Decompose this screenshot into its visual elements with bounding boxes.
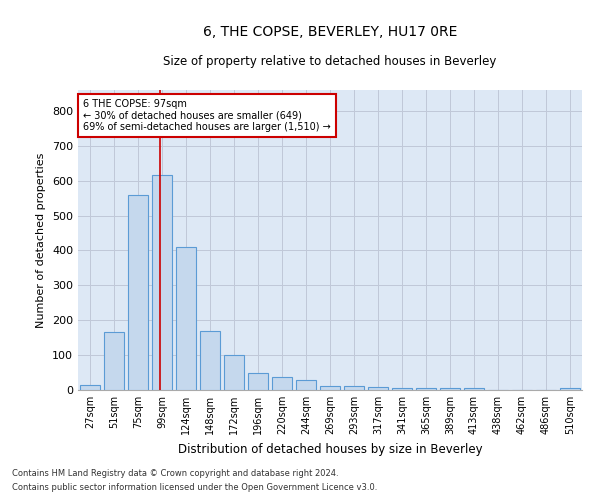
Bar [392,388,412,390]
Bar [176,247,196,390]
Text: 6 THE COPSE: 97sqm
← 30% of detached houses are smaller (649)
69% of semi-detach: 6 THE COPSE: 97sqm ← 30% of detached hou… [83,99,331,132]
Bar [320,386,340,390]
Y-axis label: Number of detached properties: Number of detached properties [37,152,46,328]
Text: Contains HM Land Registry data © Crown copyright and database right 2024.: Contains HM Land Registry data © Crown c… [12,468,338,477]
Bar [248,372,268,390]
Bar [464,388,484,390]
X-axis label: Distribution of detached houses by size in Beverley: Distribution of detached houses by size … [178,442,482,456]
Text: 6, THE COPSE, BEVERLEY, HU17 0RE: 6, THE COPSE, BEVERLEY, HU17 0RE [203,25,457,39]
Bar [104,332,124,390]
Text: Contains public sector information licensed under the Open Government Licence v3: Contains public sector information licen… [12,484,377,492]
Bar [200,330,220,390]
Bar [296,380,316,390]
Bar [440,388,460,390]
Bar [224,355,244,390]
Bar [560,388,580,390]
Bar [152,176,172,390]
Bar [80,385,100,390]
Bar [368,387,388,390]
Bar [416,388,436,390]
Bar [128,194,148,390]
Bar [344,386,364,390]
Text: Size of property relative to detached houses in Beverley: Size of property relative to detached ho… [163,55,497,68]
Bar [272,376,292,390]
